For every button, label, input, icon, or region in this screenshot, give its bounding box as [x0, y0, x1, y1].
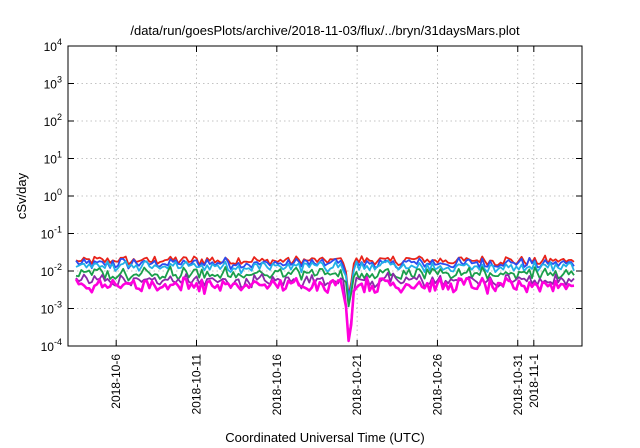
y-tick-label: 10-1 [41, 225, 62, 242]
y-tick-label: 104 [44, 37, 62, 54]
y-tick-label: 103 [44, 75, 62, 92]
series-line-3 [75, 265, 575, 308]
y-tick-label: 100 [44, 187, 62, 204]
x-axis-label: Coordinated Universal Time (UTC) [225, 430, 424, 445]
x-tick-label: 2018-10-26 [430, 354, 444, 416]
series-line-5 [74, 276, 575, 343]
x-tick-label: 2018-10-31 [511, 354, 525, 416]
y-tick-label: 101 [44, 150, 62, 167]
x-tick-label: 2018-11-1 [527, 354, 541, 408]
y-tick-label: 10-2 [41, 262, 62, 279]
series-line-2 [75, 259, 575, 303]
chart-title: /data/run/goesPlots/archive/2018-11-03/f… [130, 23, 520, 38]
series-line-1 [75, 256, 575, 297]
y-axis-label: cSv/day [14, 172, 29, 219]
y-axis-ticks: 10-4 10-3 10-2 10-1 100 101 102 103 104 [41, 37, 582, 354]
series-line-0 [75, 254, 575, 297]
x-axis-ticks: 2018-10-6 2018-10-11 2018-10-16 2018-10-21 2… [109, 46, 541, 415]
x-tick-label: 2018-10-16 [270, 354, 284, 416]
x-tick-label: 2018-10-6 [109, 354, 123, 409]
x-tick-label: 2018-10-11 [190, 354, 204, 415]
y-tick-label: 10-3 [41, 300, 62, 317]
gridlines [68, 46, 582, 346]
y-tick-label: 102 [44, 112, 62, 129]
data-series [74, 254, 575, 343]
y-tick-label: 10-4 [41, 337, 62, 354]
x-tick-label: 2018-10-21 [350, 354, 364, 416]
